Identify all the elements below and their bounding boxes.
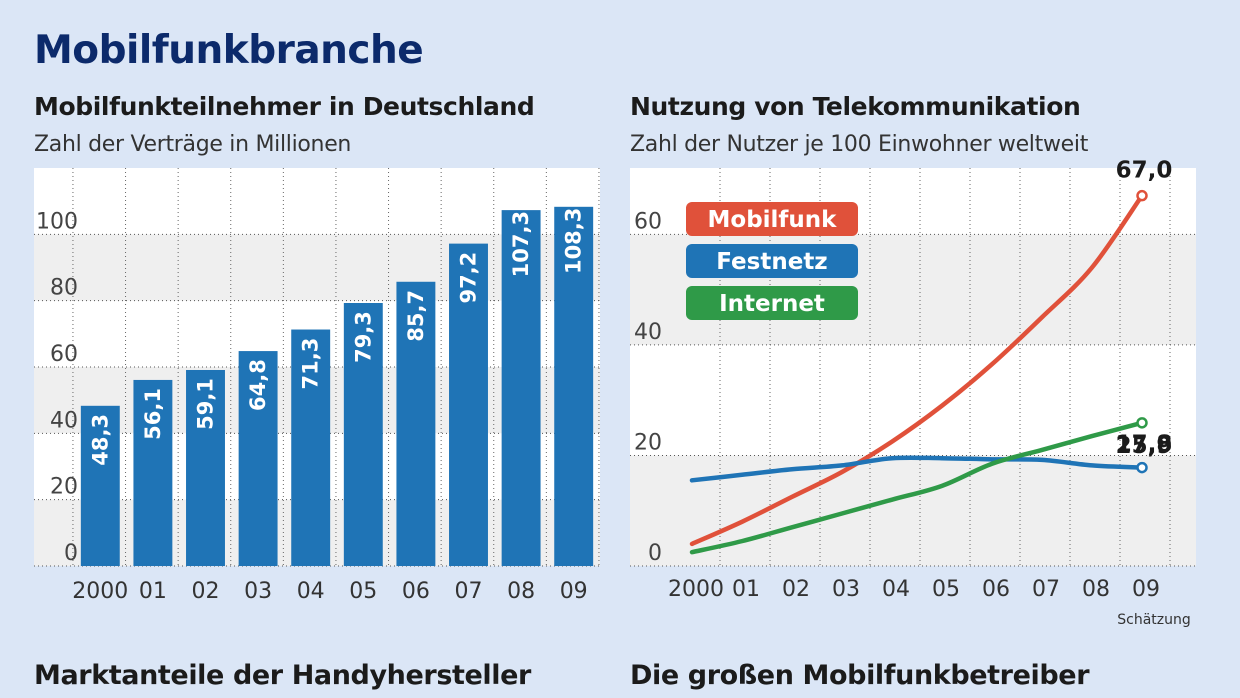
x-tick-label: 08 <box>1082 577 1110 602</box>
x-tick-label: 06 <box>982 577 1010 602</box>
y-tick-label: 0 <box>64 541 78 566</box>
x-tick-label: 03 <box>832 577 860 602</box>
x-tick-label: 07 <box>1032 577 1060 602</box>
bar-value-label: 64,8 <box>246 359 270 411</box>
grid-band <box>630 455 1196 566</box>
operators-heading: Die großen Mobilfunkbetreiber <box>630 660 1090 691</box>
bar <box>186 369 225 566</box>
bar-value-label: 48,3 <box>88 414 112 466</box>
x-axis-note: Schätzung <box>1117 612 1191 628</box>
y-tick-label: 0 <box>648 541 662 566</box>
x-tick-label: 04 <box>297 579 325 604</box>
x-tick-label: 07 <box>455 579 483 604</box>
series-end-marker <box>1136 189 1148 202</box>
series-end-marker <box>1136 461 1148 474</box>
bar <box>396 281 436 566</box>
y-tick-label: 40 <box>50 408 78 433</box>
bar <box>343 302 383 566</box>
x-tick-label: 2000 <box>668 577 724 602</box>
bar-value-label: 59,1 <box>194 378 218 430</box>
series-end-marker <box>1136 417 1148 429</box>
legend-swatch <box>686 244 858 278</box>
bar-chart-panel: 0 20 40 60 80 100 48,3 2000 56,1 01 59,1 02 64,8 03 71… <box>30 92 604 632</box>
legend-swatch <box>686 202 858 236</box>
series-line-mobilfunk <box>689 193 1145 547</box>
bar <box>501 210 541 566</box>
bar-value-label: 56,1 <box>141 388 165 440</box>
y-tick-label: 40 <box>634 320 662 345</box>
bar-value-label: 85,7 <box>404 290 428 342</box>
line-chart: 0 20 40 60 2000 01 02 03 04 05 06 07 08 09 Schätzung 67… <box>630 158 1196 628</box>
y-tick-label: 80 <box>50 276 78 301</box>
bar-chart: 0 20 40 60 80 100 48,3 2000 56,1 01 59,1 02 64,8 03 71… <box>34 168 600 604</box>
line-chart-panel: 0 20 40 60 2000 01 02 03 04 05 06 07 08 09 Schätzung 67… <box>626 92 1200 632</box>
y-tick-label: 20 <box>634 430 662 455</box>
line-chart-subtitle: Zahl der Nutzer je 100 Einwohner weltwei… <box>630 132 1089 157</box>
y-tick-label: 60 <box>634 209 662 234</box>
legend-swatch <box>686 286 858 320</box>
x-tick-label: 2000 <box>72 579 128 604</box>
x-tick-label: 04 <box>882 577 910 602</box>
legend-label: Festnetz <box>716 249 827 275</box>
bar-chart-subtitle: Zahl der Verträge in Millionen <box>34 132 352 157</box>
bar-value-label: 97,2 <box>457 252 481 304</box>
bar-chart-title: Mobilfunkteilnehmer in Deutschland <box>34 92 535 121</box>
line-chart-title: Nutzung von Telekommunikation <box>630 92 1081 121</box>
bar-value-label: 107,3 <box>509 211 533 277</box>
x-tick-label: 03 <box>244 579 272 604</box>
y-tick-label: 60 <box>50 342 78 367</box>
bar <box>133 379 173 566</box>
market-share-heading: Marktanteile der Handyhersteller <box>34 660 531 691</box>
bar <box>449 243 488 566</box>
x-tick-label: 02 <box>782 577 810 602</box>
y-tick-label: 20 <box>50 475 78 500</box>
series-end-label: 17,8 <box>1116 432 1173 458</box>
series-end-label: 25,9 <box>1116 433 1173 459</box>
series-line-internet <box>689 420 1145 555</box>
bar <box>291 329 331 566</box>
series-line-festnetz <box>689 455 1145 483</box>
bar-value-label: 79,3 <box>351 311 375 363</box>
bar <box>554 206 594 566</box>
x-tick-label: 05 <box>349 579 377 604</box>
bar-value-label: 108,3 <box>562 208 586 274</box>
x-tick-label: 05 <box>932 577 960 602</box>
page-title: Mobilfunkbranche <box>34 28 424 73</box>
x-tick-label: 08 <box>507 579 535 604</box>
x-tick-label: 06 <box>402 579 430 604</box>
x-tick-label: 01 <box>139 579 167 604</box>
bar-value-label: 71,3 <box>299 338 323 390</box>
x-tick-label: 01 <box>732 577 760 602</box>
x-tick-label: 02 <box>192 579 220 604</box>
x-tick-label: 09 <box>560 579 588 604</box>
series-end-label: 67,0 <box>1116 158 1173 184</box>
legend-label: Internet <box>719 291 825 317</box>
bar <box>80 405 120 566</box>
x-tick-label: 09 <box>1132 577 1160 602</box>
y-tick-label: 100 <box>36 209 78 234</box>
legend-label: Mobilfunk <box>708 207 838 233</box>
bar <box>238 351 278 566</box>
